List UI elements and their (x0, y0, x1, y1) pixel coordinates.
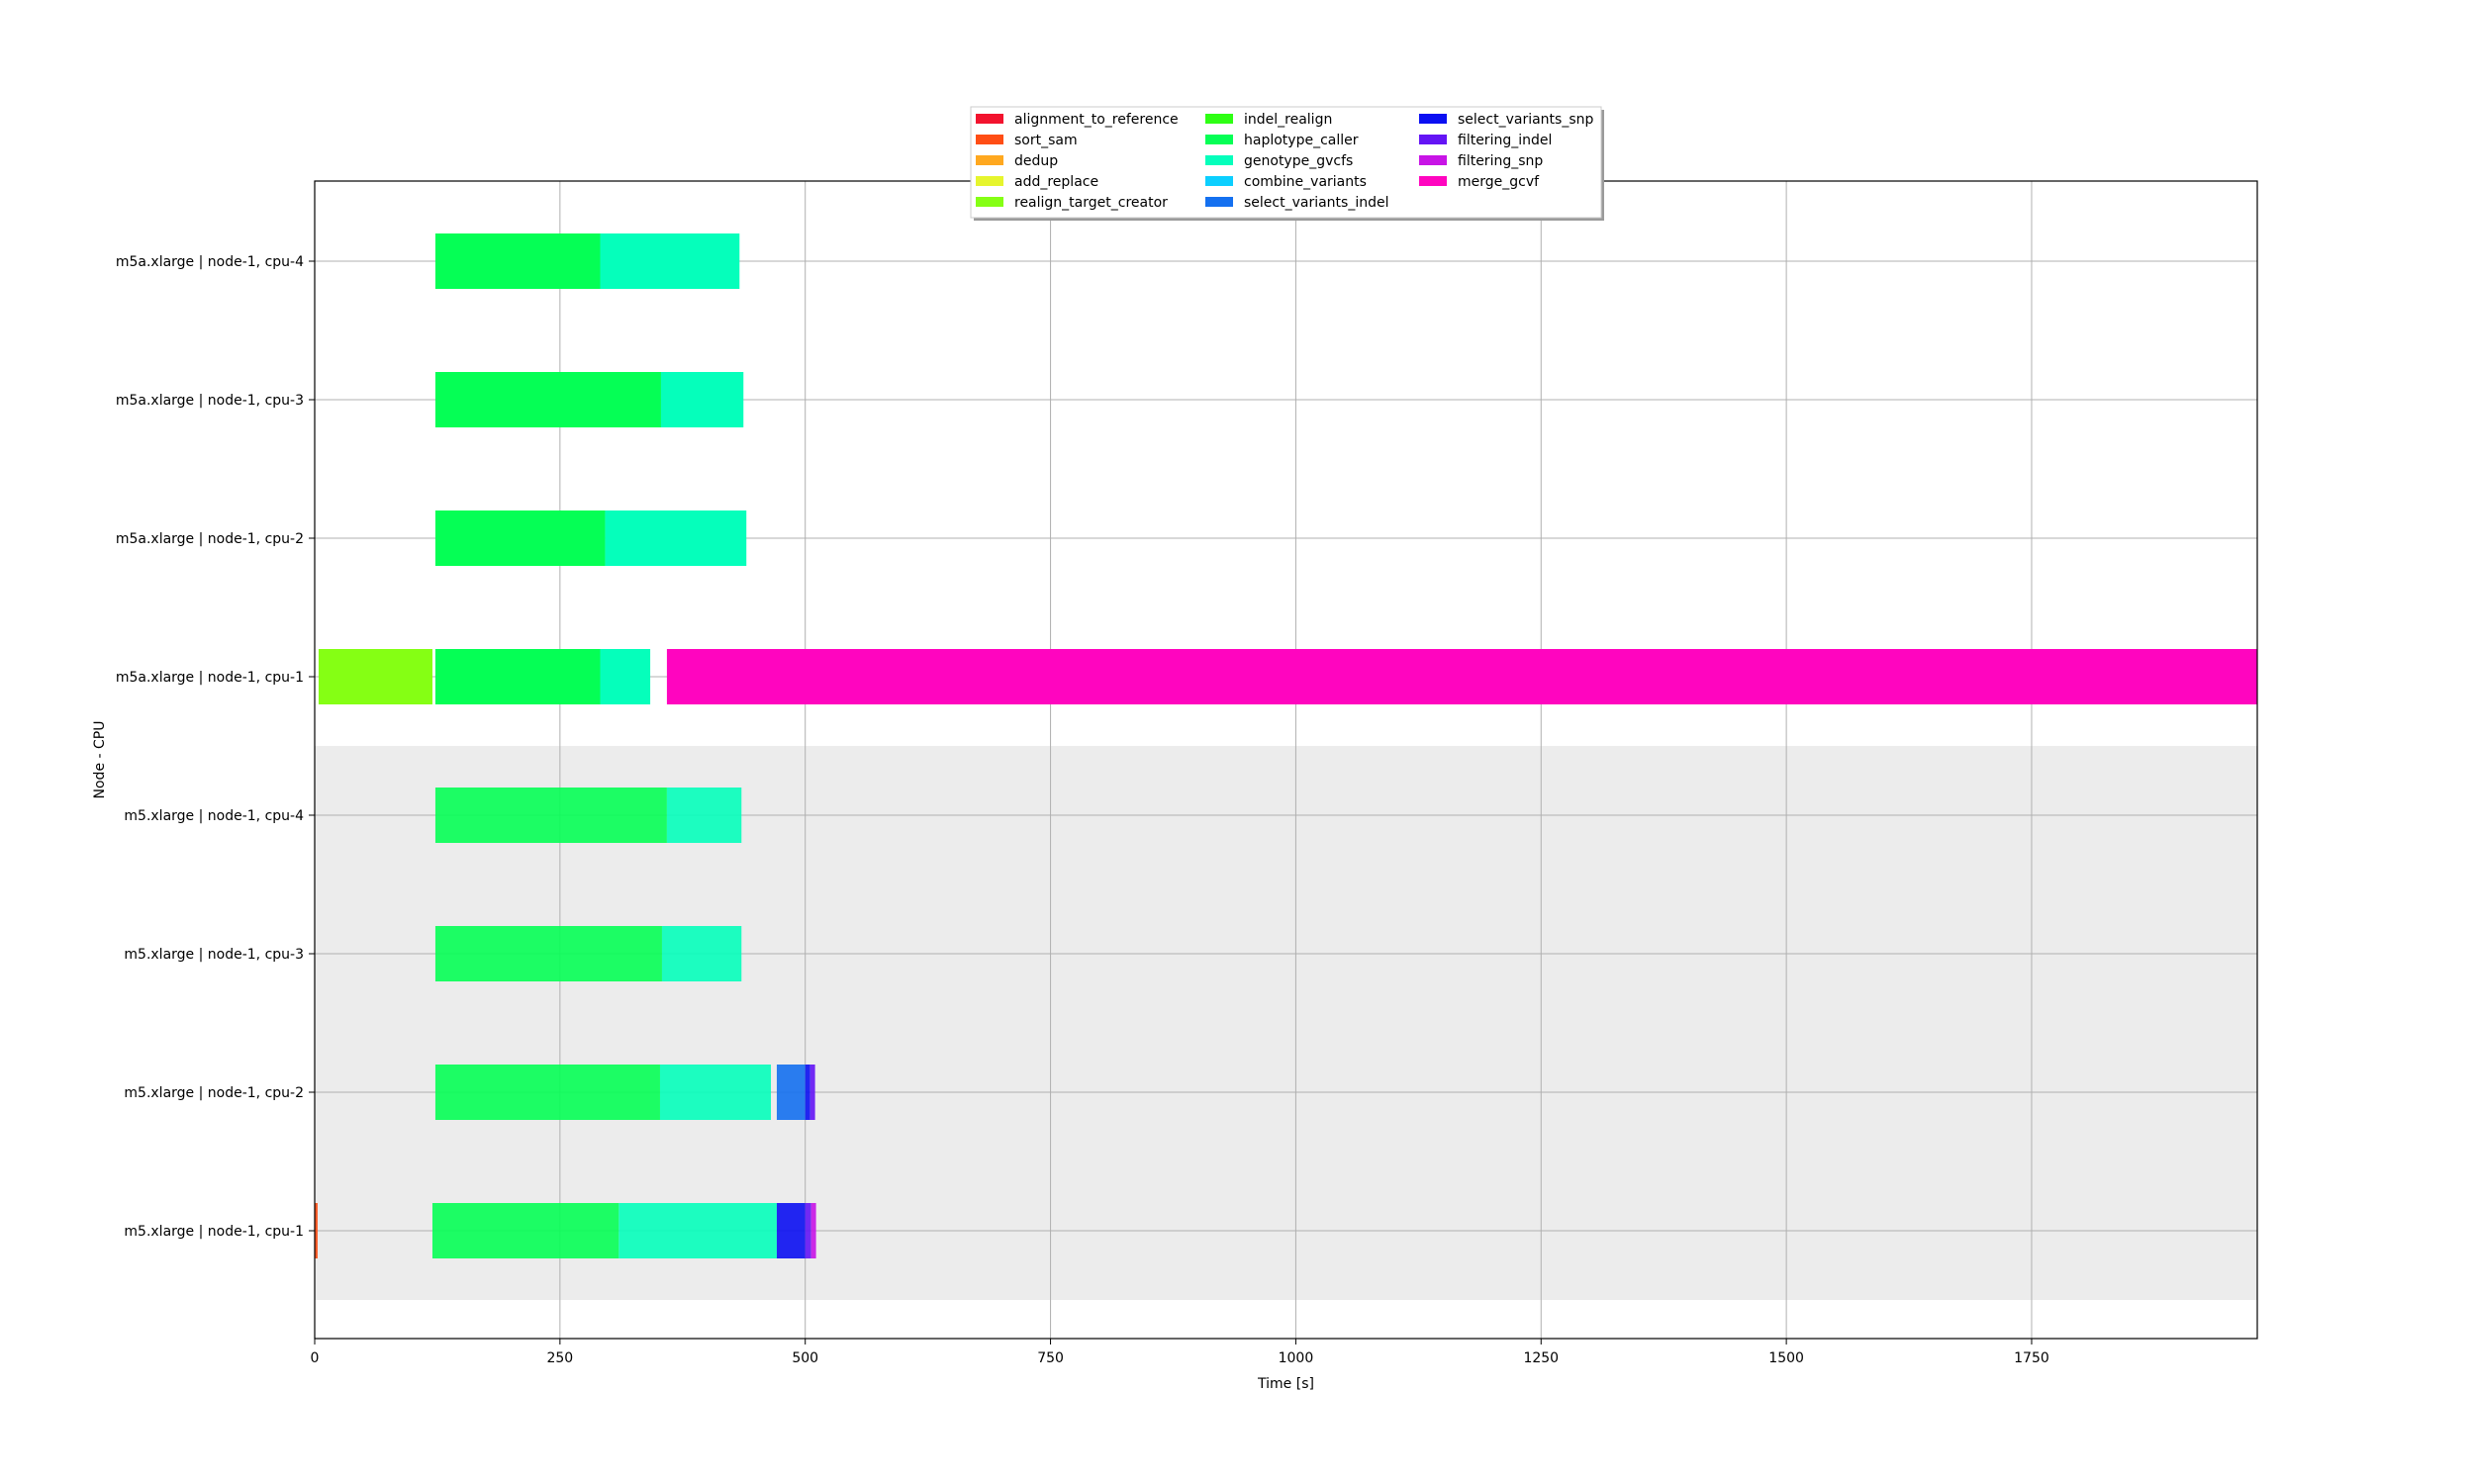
legend-entry: merge_gcvf (1458, 174, 1540, 190)
y-tick-label: m5.xlarge | node-1, cpu-3 (124, 947, 304, 963)
task-bar-genotype-gvcfs (661, 926, 742, 981)
x-tick-label: 1000 (1279, 1350, 1314, 1366)
legend-swatch (1419, 176, 1447, 186)
legend-swatch (1419, 155, 1447, 165)
y-tick-label: m5a.xlarge | node-1, cpu-1 (116, 670, 304, 686)
legend-swatch (976, 155, 1003, 165)
task-bar-select-variants-indel (776, 1065, 806, 1120)
task-bar-genotype-gvcfs (659, 1065, 772, 1120)
task-bar-filtering-indel (805, 1203, 811, 1258)
task-bar-genotype-gvcfs (600, 233, 740, 289)
legend-swatch (1205, 176, 1233, 186)
y-tick-label: m5a.xlarge | node-1, cpu-4 (116, 254, 304, 270)
task-bar-haplotype-caller (434, 372, 661, 427)
y-axis-ticks: m5a.xlarge | node-1, cpu-4 m5a.xlarge | n… (116, 254, 315, 1240)
legend-box (970, 106, 1602, 219)
legend-swatch (1205, 135, 1233, 144)
y-tick-label: m5.xlarge | node-1, cpu-1 (124, 1224, 304, 1240)
legend-swatch (976, 114, 1003, 124)
y-tick-label: m5a.xlarge | node-1, cpu-2 (116, 531, 304, 547)
legend-entry: select_variants_indel (1244, 195, 1389, 211)
task-bar-genotype-gvcfs (660, 372, 744, 427)
legend-entry: sort_sam (1014, 133, 1078, 148)
task-bar-genotype-gvcfs (618, 1203, 777, 1258)
task-bar-realign-target-creator (318, 649, 432, 704)
task-bar-haplotype-caller (434, 233, 601, 289)
x-tick-label: 0 (311, 1350, 320, 1366)
legend-entry: filtering_indel (1458, 133, 1552, 148)
task-bar-haplotype-caller (434, 788, 667, 843)
x-tick-label: 250 (546, 1350, 573, 1366)
legend-swatch (1419, 135, 1447, 144)
task-bar-filtering-indel (809, 1065, 815, 1120)
task-bar-haplotype-caller (434, 510, 606, 566)
legend-entry: add_replace (1014, 174, 1098, 190)
bars-layer (315, 233, 2257, 1258)
task-bar-select-variants-snp (805, 1065, 810, 1120)
legend-entry: haplotype_caller (1244, 133, 1359, 148)
task-bar-merge-gcvf (666, 649, 2257, 704)
legend-swatch (976, 176, 1003, 186)
legend-swatch (1205, 197, 1233, 207)
task-bar-genotype-gvcfs (605, 510, 747, 566)
x-tick-label: 500 (792, 1350, 818, 1366)
legend-entry: filtering_snp (1458, 153, 1543, 169)
legend-entry: genotype_gvcfs (1244, 153, 1353, 169)
legend-swatch (1205, 114, 1233, 124)
task-bar-sort-sam (315, 1203, 318, 1258)
legend-swatch (976, 135, 1003, 144)
x-axis-label: Time [s] (1257, 1376, 1314, 1392)
x-tick-label: 1750 (2014, 1350, 2049, 1366)
legend-entry: alignment_to_reference (1014, 112, 1179, 128)
task-bar-filtering-snp (810, 1203, 816, 1258)
legend-entry: indel_realign (1244, 112, 1332, 128)
legend-entry: realign_target_creator (1014, 195, 1168, 211)
legend-entry: dedup (1014, 153, 1058, 169)
task-bar-select-variants-snp (776, 1203, 806, 1258)
legend-swatch (1419, 114, 1447, 124)
task-bar-haplotype-caller (434, 926, 662, 981)
x-tick-label: 1500 (1768, 1350, 1804, 1366)
y-axis-label: Node - CPU (92, 721, 108, 799)
x-tick-label: 750 (1037, 1350, 1064, 1366)
y-tick-label: m5.xlarge | node-1, cpu-4 (124, 808, 304, 824)
legend-entry: select_variants_snp (1458, 112, 1594, 128)
legend-swatch (976, 197, 1003, 207)
x-axis-ticks: 0 250 500 750 1000 1250 1500 1750 (311, 1339, 2049, 1366)
y-tick-label: m5a.xlarge | node-1, cpu-3 (116, 393, 304, 409)
y-tick-label: m5.xlarge | node-1, cpu-2 (124, 1085, 304, 1101)
task-bar-haplotype-caller (434, 649, 601, 704)
legend-entry: combine_variants (1244, 174, 1367, 190)
legend-swatch (1205, 155, 1233, 165)
task-bar-genotype-gvcfs (600, 649, 651, 704)
task-bar-haplotype-caller (434, 1065, 660, 1120)
task-bar-haplotype-caller (431, 1203, 619, 1258)
x-tick-label: 1250 (1523, 1350, 1559, 1366)
task-bar-genotype-gvcfs (666, 788, 742, 843)
